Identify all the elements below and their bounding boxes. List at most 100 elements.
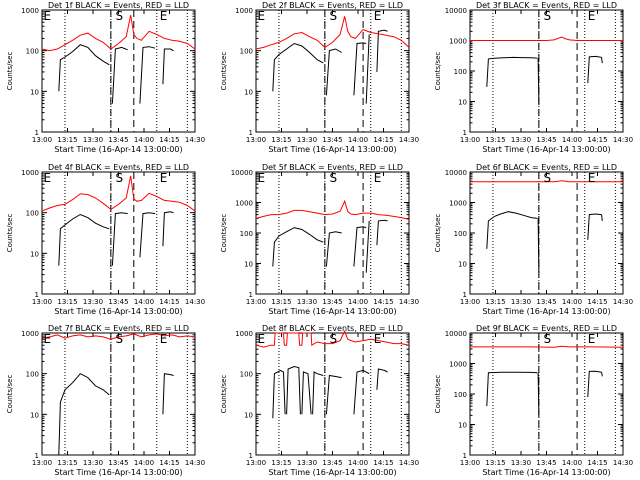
- chart-panel: Det 2f BLACK = Events, RED = LLD Counts/s…: [220, 1, 419, 154]
- events-series-line: [601, 57, 603, 64]
- x-tick-label: 14:00: [562, 298, 582, 306]
- y-tick-label: 1000: [21, 169, 39, 177]
- y-tick-label: 1000: [235, 200, 253, 208]
- interval-marker-label: E: [258, 332, 266, 346]
- y-tick-label: 1000: [449, 200, 467, 208]
- chart-title: Det 5f BLACK = Events, RED = LLD: [262, 163, 403, 172]
- events-series-line: [286, 365, 301, 415]
- chart-title: Det 3f BLACK = Events, RED = LLD: [476, 1, 617, 10]
- events-series-line: [162, 48, 174, 85]
- events-series-line: [587, 213, 602, 240]
- chart-title: Det 1f BLACK = Events, RED = LLD: [48, 1, 189, 10]
- events-series-line: [537, 218, 540, 273]
- x-tick-label: 13:00: [460, 459, 480, 467]
- x-tick-label: 13:30: [83, 136, 103, 144]
- x-tick-label: 14:30: [399, 459, 419, 467]
- x-tick-label: 13:15: [271, 459, 291, 467]
- events-series-line: [325, 374, 342, 415]
- events-series-line: [537, 372, 540, 416]
- y-tick-label: 1000: [21, 330, 39, 338]
- y-tick-label: 1000: [235, 330, 253, 338]
- chart-title: Det 4f BLACK = Events, RED = LLD: [48, 163, 189, 172]
- y-axis-label: Counts/sec: [220, 52, 228, 91]
- chart-panel: Det 6f BLACK = Events, RED = LLD Counts/s…: [434, 163, 633, 316]
- chart-title: Det 7f BLACK = Events, RED = LLD: [48, 324, 189, 333]
- interval-marker-label: S: [329, 332, 337, 346]
- x-tick-label: 14:15: [159, 298, 179, 306]
- x-tick-label: 13:30: [511, 459, 531, 467]
- events-series-line: [353, 369, 370, 415]
- chart-title: Det 9f BLACK = Events, RED = LLD: [476, 324, 617, 333]
- y-tick-label: 10: [458, 261, 467, 269]
- x-tick-label: 13:30: [511, 298, 531, 306]
- y-axis-label: Counts/sec: [6, 52, 14, 91]
- chart-panel: Det 5f BLACK = Events, RED = LLD Counts/s…: [220, 163, 419, 316]
- lld-series-line: [255, 199, 410, 220]
- events-series-line: [312, 371, 324, 415]
- x-tick-label: 14:15: [587, 298, 607, 306]
- events-series-line: [162, 211, 174, 247]
- interval-marker-label: S: [543, 332, 551, 346]
- interval-marker-label: E: [44, 332, 52, 346]
- x-tick-label: 13:45: [322, 298, 342, 306]
- interval-marker-label: E: [588, 171, 596, 185]
- events-series-line: [486, 371, 538, 407]
- x-tick-label: 14:15: [587, 459, 607, 467]
- y-tick-label: 100: [454, 68, 467, 76]
- x-tick-label: 14:15: [159, 459, 179, 467]
- interval-marker-label: E: [160, 9, 168, 23]
- interval-marker-label: S: [543, 9, 551, 23]
- y-tick-label: 100: [240, 48, 253, 56]
- x-tick-label: 14:30: [399, 298, 419, 306]
- chart-panel: Det 8f BLACK = Events, RED = LLD Counts/s…: [220, 324, 419, 477]
- chart-title: Det 8f BLACK = Events, RED = LLD: [262, 324, 403, 333]
- x-tick-label: 13:15: [271, 298, 291, 306]
- x-tick-label: 14:00: [348, 136, 368, 144]
- y-tick-label: 1: [463, 291, 467, 299]
- y-axis-label: Counts/sec: [220, 214, 228, 253]
- y-tick-label: 10: [30, 250, 39, 258]
- x-tick-label: 13:45: [536, 459, 556, 467]
- x-tick-label: 14:15: [587, 136, 607, 144]
- x-tick-label: 14:15: [159, 136, 179, 144]
- y-tick-label: 1: [249, 291, 253, 299]
- y-tick-label: 1000: [449, 38, 467, 46]
- x-tick-label: 14:30: [185, 459, 205, 467]
- y-tick-label: 10000: [445, 169, 467, 177]
- events-series-line: [272, 227, 324, 267]
- y-tick-label: 10: [458, 99, 467, 107]
- events-series-line: [111, 46, 128, 104]
- events-series-line: [365, 220, 370, 273]
- lld-series-line: [470, 36, 623, 41]
- y-tick-label: 1: [463, 452, 467, 460]
- y-tick-label: 1: [463, 129, 467, 137]
- x-tick-label: 13:30: [297, 298, 317, 306]
- x-tick-label: 14:00: [562, 136, 582, 144]
- y-tick-label: 10: [244, 411, 253, 419]
- lld-series-line: [41, 14, 196, 52]
- x-tick-label: 14:15: [373, 459, 393, 467]
- events-series-line: [353, 226, 367, 267]
- interval-marker-label: S: [329, 9, 337, 23]
- x-tick-label: 14:15: [373, 298, 393, 306]
- events-series-line: [139, 46, 156, 104]
- x-tick-label: 13:00: [460, 298, 480, 306]
- chart-title: Det 6f BLACK = Events, RED = LLD: [476, 163, 617, 172]
- lld-series-line: [255, 16, 410, 50]
- events-series-line: [58, 44, 110, 92]
- y-axis-label: Counts/sec: [434, 52, 442, 91]
- interval-marker-label: E: [258, 9, 266, 23]
- x-tick-label: 13:15: [57, 459, 77, 467]
- events-series-line: [587, 370, 602, 398]
- x-tick-label: 13:30: [83, 298, 103, 306]
- y-tick-label: 100: [454, 230, 467, 238]
- x-tick-label: 13:15: [271, 136, 291, 144]
- x-tick-label: 14:30: [613, 298, 633, 306]
- y-tick-label: 100: [240, 371, 253, 379]
- x-axis-label: Start Time (16-Apr-14 13:00:00): [54, 468, 182, 477]
- y-tick-label: 1000: [21, 7, 39, 15]
- x-tick-label: 14:00: [562, 459, 582, 467]
- events-series-line: [301, 371, 312, 415]
- lld-series-line: [41, 175, 196, 212]
